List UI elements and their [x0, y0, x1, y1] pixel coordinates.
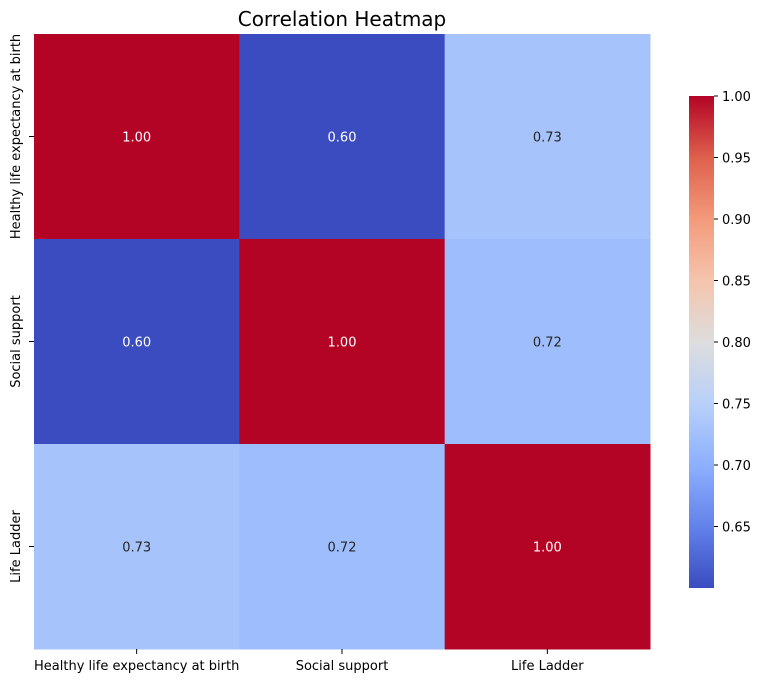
y-axis: Healthy life expectancy at birth Social s…	[9, 34, 34, 583]
colorbar-gradient	[689, 96, 714, 588]
heatmap-cell	[444, 34, 651, 240]
x-tick-label: Social support	[296, 659, 389, 674]
y-tick-label: Social support	[9, 295, 24, 388]
y-tick-label: Life Ladder	[9, 510, 24, 583]
heatmap-cell	[239, 444, 446, 650]
heatmap-cell	[239, 34, 446, 240]
cell-value-label: 1.00	[122, 131, 151, 146]
colorbar: 0.65 0.70 0.75 0.80 0.85 0.90 0.95 1.00	[689, 90, 751, 588]
cell-value-label: 1.00	[533, 541, 562, 556]
heatmap-cells: 1.00 0.60 0.73 0.60 1.00 0.72 0.73 0.72 1.00	[34, 34, 651, 650]
cell-value-label: 0.73	[122, 541, 151, 556]
heatmap-cell	[444, 444, 651, 650]
heatmap-cell	[239, 239, 446, 445]
cell-value-label: 0.72	[533, 336, 562, 351]
colorbar-tick-label: 0.90	[722, 213, 751, 228]
cell-value-label: 0.73	[533, 131, 562, 146]
y-tick-label: Healthy life expectancy at birth	[9, 34, 24, 239]
heatmap-cell	[34, 239, 240, 445]
colorbar-tick-label: 0.70	[722, 459, 751, 474]
x-tick-label: Life Ladder	[511, 659, 584, 674]
cell-value-label: 0.60	[328, 131, 357, 146]
cell-value-label: 0.72	[328, 541, 357, 556]
x-axis: Healthy life expectancy at birth Social s…	[34, 649, 584, 674]
colorbar-tick-label: 0.65	[722, 521, 751, 536]
cell-value-label: 0.60	[122, 336, 151, 351]
chart-title: Correlation Heatmap	[238, 7, 447, 31]
colorbar-tick-label: 0.80	[722, 336, 751, 351]
colorbar-tick-label: 0.75	[722, 398, 751, 413]
cell-value-label: 1.00	[328, 336, 357, 351]
colorbar-tick-label: 0.85	[722, 275, 751, 290]
colorbar-tick-label: 1.00	[722, 90, 751, 105]
x-tick-label: Healthy life expectancy at birth	[34, 659, 239, 674]
colorbar-tick-label: 0.95	[722, 152, 751, 167]
heatmap-cell	[34, 34, 240, 240]
heatmap-cell	[444, 239, 651, 445]
heatmap-cell	[34, 444, 240, 650]
